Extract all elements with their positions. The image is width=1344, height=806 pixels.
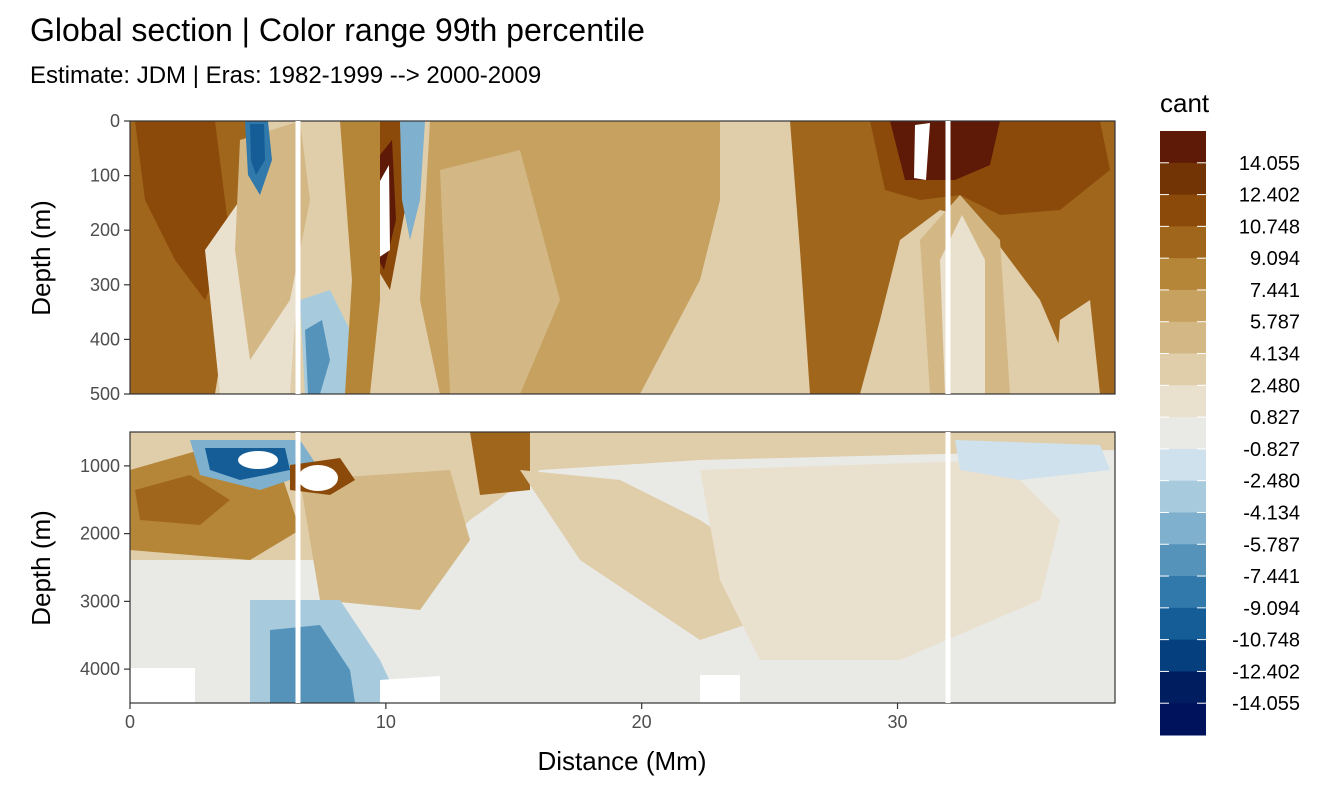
section-gap-lines	[295, 121, 951, 703]
x-tick-label: 20	[632, 712, 652, 732]
field-lower-missing-west	[238, 451, 278, 469]
y-axis-label-upper: Depth (m)	[26, 200, 56, 316]
legend-label: -10.748	[1232, 630, 1300, 652]
legend-label: 12.402	[1239, 185, 1300, 207]
legend-swatch	[1160, 607, 1206, 641]
legend-label: -5.787	[1243, 534, 1300, 556]
legend-label: -0.827	[1243, 439, 1300, 461]
field-lower-mid-tan	[300, 470, 470, 610]
legend-title: cant	[1160, 88, 1210, 118]
lower-panel	[129, 431, 1116, 704]
legend-swatch	[1160, 226, 1206, 259]
upper-panel-fields	[130, 121, 1115, 394]
legend-swatch	[1160, 671, 1206, 704]
legend-swatch	[1160, 131, 1206, 164]
chart-title: Global section | Color range 99th percen…	[30, 12, 645, 48]
y-tick-label: 500	[90, 384, 120, 404]
legend-label: 0.827	[1250, 407, 1300, 429]
legend-label: 14.055	[1239, 153, 1300, 175]
field-blue-column	[400, 121, 425, 240]
y-axis-label-lower: Depth (m)	[26, 510, 56, 626]
x-tick-label: 10	[376, 712, 396, 732]
legend-swatch	[1160, 353, 1206, 386]
legend-label: 7.441	[1250, 280, 1300, 302]
field-lower-column-brown	[470, 432, 530, 495]
field-east-deep-light	[1055, 300, 1100, 394]
y-tick-label: 200	[90, 220, 120, 240]
legend-swatch	[1160, 417, 1206, 450]
legend-swatch	[1160, 289, 1206, 323]
lower-panel-fields	[130, 432, 1115, 703]
legend-swatch	[1160, 576, 1206, 609]
field-east-dome-light	[940, 215, 985, 394]
y-tick-label: 100	[90, 166, 120, 186]
y-tick-label: 4000	[80, 659, 120, 679]
legend-swatch	[1160, 385, 1206, 418]
field-lower-blue-abyss-core	[270, 625, 355, 703]
field-blue-deep-inner	[305, 320, 330, 394]
lower-y-axis: 1000 2000 3000 4000	[80, 456, 130, 679]
field-lower-blue-east	[955, 440, 1110, 480]
legend-label: -7.441	[1243, 566, 1300, 588]
legend-label: -9.094	[1243, 598, 1300, 620]
legend-swatch	[1160, 639, 1206, 672]
legend-label: 4.134	[1250, 344, 1300, 366]
field-east-missing	[914, 123, 930, 180]
legend-swatch	[1160, 194, 1206, 227]
y-tick-label: 400	[90, 329, 120, 349]
field-lower-west-dark	[135, 475, 230, 525]
legend-swatch	[1160, 544, 1206, 577]
y-tick-label: 300	[90, 275, 120, 295]
legend-swatch	[1160, 162, 1206, 196]
legend-label: -14.055	[1232, 693, 1300, 715]
y-tick-label: 3000	[80, 591, 120, 611]
field-blue-core-top-inner	[250, 124, 265, 175]
y-tick-label: 1000	[80, 456, 120, 476]
legend-swatch	[1160, 258, 1206, 291]
legend-label: -12.402	[1232, 661, 1300, 683]
legend-label: 10.748	[1239, 216, 1300, 238]
legend-colorbar	[1160, 131, 1206, 736]
legend-swatch	[1160, 512, 1206, 545]
y-tick-label: 2000	[80, 524, 120, 544]
field-lower-seafloor-mid	[380, 676, 440, 703]
legend-swatch	[1160, 321, 1206, 355]
x-axis: 0 10 20 30	[125, 703, 908, 732]
field-lower-missing-east	[298, 465, 338, 491]
chart-subtitle: Estimate: JDM | Eras: 1982-1999 --> 2000…	[30, 62, 542, 89]
legend-label: 2.480	[1250, 375, 1300, 397]
field-central-light	[440, 150, 560, 394]
upper-y-axis: 0 100 200 300 400 500	[90, 111, 130, 404]
x-tick-label: 0	[125, 712, 135, 732]
field-lower-seafloor-east	[700, 675, 740, 703]
legend-swatch	[1160, 703, 1206, 736]
field-lower-seafloor-west	[130, 668, 195, 703]
upper-panel-border	[129, 120, 1116, 395]
legend-label: 5.787	[1250, 312, 1300, 334]
upper-panel	[129, 120, 1116, 395]
legend-labels: 14.055 12.402 10.748 9.094 7.441 5.787 4.134 2.…	[1160, 153, 1300, 715]
field-central-brown	[340, 121, 380, 394]
legend: cant 14.055 12.402 10.748 9.094 7.441 5.787 4.…	[1160, 88, 1300, 736]
x-tick-label: 30	[888, 712, 908, 732]
lower-panel-border	[129, 431, 1116, 704]
legend-label: -2.480	[1243, 471, 1300, 493]
legend-swatch	[1160, 448, 1206, 482]
y-tick-label: 0	[110, 111, 120, 131]
legend-label: 9.094	[1250, 248, 1300, 270]
legend-swatch	[1160, 480, 1206, 513]
x-axis-label: Distance (Mm)	[537, 746, 706, 776]
field-lower-central-tan	[520, 470, 760, 640]
field-lower-east-tan	[700, 460, 1060, 660]
legend-label: -4.134	[1243, 502, 1300, 524]
